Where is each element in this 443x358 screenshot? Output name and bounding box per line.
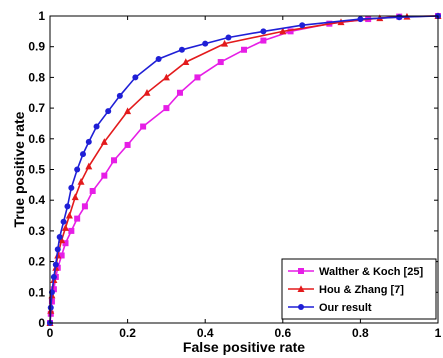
legend-label: Hou & Zhang [7] bbox=[319, 284, 404, 296]
data-point bbox=[155, 55, 162, 62]
x-tick-label: 0 bbox=[47, 326, 54, 340]
data-point bbox=[132, 74, 139, 81]
data-point bbox=[89, 187, 96, 194]
y-axis-label: True positive rate bbox=[11, 111, 27, 227]
y-tick-label: 0.2 bbox=[28, 255, 45, 269]
data-point bbox=[217, 59, 224, 66]
data-point bbox=[124, 141, 131, 148]
plot-frame bbox=[49, 15, 439, 324]
data-point bbox=[101, 172, 108, 179]
data-point bbox=[60, 218, 67, 225]
data-point bbox=[105, 108, 112, 115]
x-tick-label: 0.6 bbox=[274, 326, 291, 340]
y-tick-label: 1 bbox=[38, 9, 45, 23]
y-tick-label: 0.4 bbox=[28, 193, 45, 207]
x-tick-label: 0.2 bbox=[119, 326, 136, 340]
data-point bbox=[85, 138, 92, 145]
x-tick-label: 0.4 bbox=[197, 326, 214, 340]
data-point bbox=[93, 123, 100, 130]
data-point bbox=[178, 46, 185, 53]
data-point bbox=[299, 22, 306, 29]
data-point bbox=[58, 252, 65, 259]
data-point bbox=[202, 40, 209, 47]
data-point bbox=[62, 240, 69, 247]
data-point bbox=[221, 39, 229, 47]
data-point bbox=[225, 34, 232, 41]
data-point bbox=[58, 236, 66, 244]
data-point bbox=[260, 37, 267, 44]
data-point bbox=[54, 246, 61, 253]
y-tick-label: 0.9 bbox=[28, 40, 45, 54]
y-tick-label: 0.8 bbox=[28, 70, 45, 84]
data-point bbox=[194, 74, 201, 81]
y-tick-label: 0.3 bbox=[28, 224, 45, 238]
data-point bbox=[74, 166, 81, 173]
data-point bbox=[111, 157, 118, 164]
data-point bbox=[64, 203, 71, 210]
y-tick-label: 0.5 bbox=[28, 163, 45, 177]
data-point bbox=[52, 261, 59, 268]
data-point bbox=[140, 123, 147, 130]
data-point bbox=[68, 227, 75, 234]
legend-marker bbox=[297, 285, 305, 292]
y-tick-label: 0 bbox=[38, 316, 45, 330]
series-layer bbox=[46, 12, 442, 326]
data-point bbox=[279, 27, 287, 35]
data-point bbox=[71, 193, 79, 201]
legend: Walther & Koch [25] Hou & Zhang [7] Our re… bbox=[281, 258, 437, 320]
data-point bbox=[65, 211, 73, 219]
data-point bbox=[116, 92, 123, 99]
legend-marker bbox=[298, 268, 304, 274]
y-tick-label: 0.7 bbox=[28, 101, 45, 115]
data-point bbox=[182, 58, 190, 66]
legend-label: Walther & Koch [25] bbox=[319, 266, 423, 278]
legend-label: Our result bbox=[319, 302, 372, 314]
data-point bbox=[396, 14, 403, 21]
y-tick-label: 0.1 bbox=[28, 285, 45, 299]
data-point bbox=[62, 224, 70, 231]
data-point bbox=[50, 286, 57, 293]
data-point bbox=[143, 88, 151, 96]
data-point bbox=[79, 151, 86, 158]
data-point bbox=[85, 162, 93, 170]
data-point bbox=[124, 107, 132, 115]
data-point bbox=[241, 46, 247, 53]
data-point bbox=[357, 16, 364, 23]
data-point bbox=[56, 234, 63, 241]
data-point bbox=[176, 89, 183, 96]
x-axis-label: False positive rate bbox=[183, 339, 305, 355]
ticks-layer: 0 0.2 0.4 0.6 0.8 1 0 0.1 0.2 0.3 0.4 0.5 0.6 0.7 0.8 0… bbox=[28, 9, 441, 340]
x-tick-label: 1 bbox=[435, 326, 442, 340]
data-point bbox=[100, 138, 108, 145]
data-point bbox=[50, 273, 57, 280]
legend-marker bbox=[298, 304, 304, 310]
data-point bbox=[74, 215, 81, 222]
data-point bbox=[47, 304, 54, 311]
x-tick-label: 0.8 bbox=[352, 326, 369, 340]
data-point bbox=[68, 184, 75, 191]
data-point bbox=[287, 28, 294, 35]
y-tick-label: 0.6 bbox=[28, 132, 45, 146]
data-point bbox=[260, 28, 267, 35]
data-point bbox=[77, 177, 85, 185]
data-point bbox=[81, 203, 88, 210]
data-point bbox=[163, 105, 170, 112]
data-point bbox=[162, 73, 170, 81]
